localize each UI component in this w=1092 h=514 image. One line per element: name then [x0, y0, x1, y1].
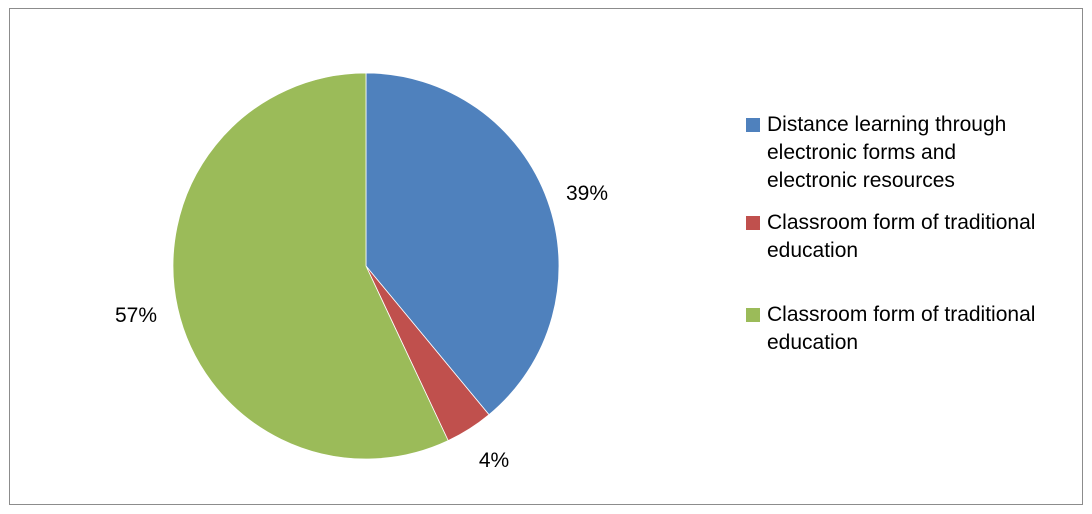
legend-item-classroom-green: Classroom form of traditional education — [743, 301, 1073, 357]
pie-chart: 39% 4% 57% — [115, 72, 608, 472]
pie-slice-1 — [365, 72, 560, 416]
chart-frame: 39% 4% 57% Distance learning through elect… — [9, 8, 1083, 505]
legend-label-line: education — [767, 331, 859, 354]
pie-slice-3 — [172, 72, 449, 460]
legend-item-distance-learning: Distance learning through electronic for… — [743, 111, 1073, 195]
legend-swatch-red — [746, 216, 760, 230]
chart-legend: Distance learning through electronic for… — [743, 111, 1073, 357]
pie-data-label-1: 39% — [566, 182, 608, 205]
legend-swatch-green — [746, 308, 760, 322]
legend-label-line: electronic resources — [767, 169, 955, 192]
legend-swatch-blue — [746, 118, 760, 132]
legend-label-line: Classroom form of traditional — [767, 211, 1036, 234]
pie-data-label-3: 57% — [115, 304, 157, 327]
legend-item-classroom-red: Classroom form of traditional education — [743, 209, 1073, 265]
legend-label-line: Distance learning through — [767, 113, 1007, 136]
legend-label-line: electronic forms and — [767, 141, 957, 164]
pie-data-label-2: 4% — [479, 449, 509, 472]
legend-label-line: education — [767, 239, 859, 262]
legend-label-line: Classroom form of traditional — [767, 303, 1036, 326]
